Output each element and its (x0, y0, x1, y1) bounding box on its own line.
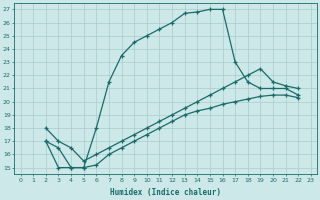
X-axis label: Humidex (Indice chaleur): Humidex (Indice chaleur) (110, 188, 221, 197)
